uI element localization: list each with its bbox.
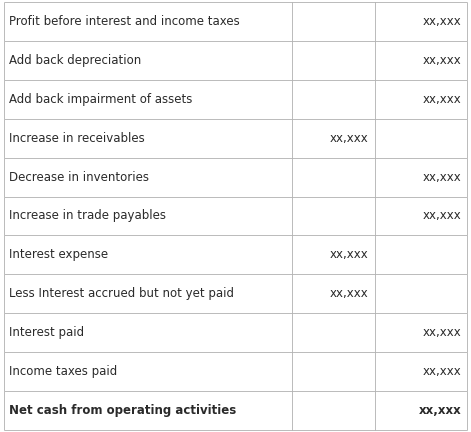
Text: xx,xxx: xx,xxx — [423, 54, 462, 67]
Text: Increase in trade payables: Increase in trade payables — [9, 210, 166, 222]
Text: Net cash from operating activities: Net cash from operating activities — [9, 404, 236, 417]
Bar — [4, 2, 467, 41]
Text: Interest paid: Interest paid — [9, 326, 85, 339]
Text: Increase in receivables: Increase in receivables — [9, 132, 145, 145]
Text: Less Interest accrued but not yet paid: Less Interest accrued but not yet paid — [9, 287, 235, 300]
Text: xx,xxx: xx,xxx — [423, 93, 462, 106]
Text: xx,xxx: xx,xxx — [423, 171, 462, 184]
Text: Add back depreciation: Add back depreciation — [9, 54, 142, 67]
Text: xx,xxx: xx,xxx — [330, 287, 369, 300]
Bar — [4, 235, 467, 274]
Bar — [4, 41, 467, 80]
Text: Income taxes paid: Income taxes paid — [9, 365, 118, 378]
Text: xx,xxx: xx,xxx — [419, 404, 462, 417]
Bar — [4, 352, 467, 391]
Bar — [4, 158, 467, 197]
Text: xx,xxx: xx,xxx — [423, 326, 462, 339]
Bar — [4, 274, 467, 313]
Text: Decrease in inventories: Decrease in inventories — [9, 171, 149, 184]
Text: xx,xxx: xx,xxx — [423, 15, 462, 28]
Bar — [4, 197, 467, 235]
Bar — [4, 80, 467, 119]
Text: Add back impairment of assets: Add back impairment of assets — [9, 93, 193, 106]
Bar — [4, 313, 467, 352]
Text: xx,xxx: xx,xxx — [330, 248, 369, 261]
Text: xx,xxx: xx,xxx — [423, 365, 462, 378]
Text: Interest expense: Interest expense — [9, 248, 108, 261]
Bar — [4, 391, 467, 430]
Text: Profit before interest and income taxes: Profit before interest and income taxes — [9, 15, 240, 28]
Text: xx,xxx: xx,xxx — [330, 132, 369, 145]
Bar — [4, 119, 467, 158]
Text: xx,xxx: xx,xxx — [423, 210, 462, 222]
